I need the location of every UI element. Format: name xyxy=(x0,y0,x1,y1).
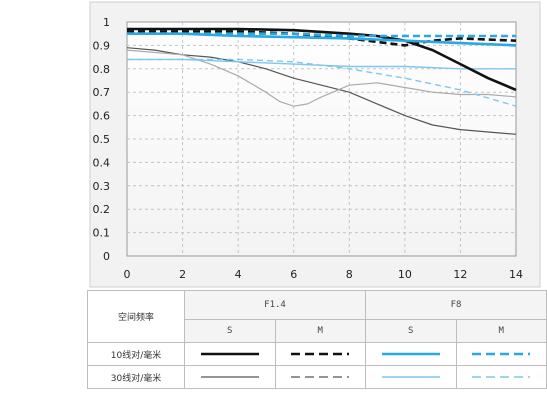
y-tick-label: 0.9 xyxy=(93,39,111,52)
x-tick-label: 4 xyxy=(235,268,242,281)
legend-sample xyxy=(455,342,547,366)
legend-sample xyxy=(274,342,366,366)
series-layer xyxy=(126,27,517,135)
legend-line-sample xyxy=(291,352,350,356)
legend-row-label: 30线对/毫米 xyxy=(87,365,185,389)
legend-table: 空间频率 F1.4 F8 S M S M 10线对/毫米 30线对/毫米 xyxy=(87,290,547,389)
chart-svg: 00.10.20.30.40.50.60.70.80.910 2 4 6 8 10 12 14 xyxy=(89,1,541,288)
y-tick-label: 0.7 xyxy=(93,86,111,99)
y-tick-label: 0.1 xyxy=(93,227,111,240)
x-tick-label: 12 xyxy=(453,268,467,281)
tick-labels: 00.10.20.30.40.50.60.70.80.910 2 4 6 8 10 12 14 xyxy=(93,16,524,281)
legend-line-sample xyxy=(472,352,531,356)
series-line xyxy=(126,49,517,107)
x-tick-label: 8 xyxy=(346,268,353,281)
legend-line-sample xyxy=(200,376,259,378)
series-line xyxy=(127,32,517,47)
legend-sample xyxy=(184,365,276,389)
series-line xyxy=(127,58,517,107)
legend-sub-s: S xyxy=(184,319,276,343)
legend-line-sample xyxy=(381,376,440,378)
x-tick-label: 2 xyxy=(179,268,186,281)
legend-group-f14: F1.4 xyxy=(184,290,366,320)
x-tick-label: 10 xyxy=(398,268,412,281)
y-tick-label: 1 xyxy=(103,16,110,29)
y-tick-label: 0.6 xyxy=(93,110,111,123)
y-tick-label: 0 xyxy=(103,250,110,263)
y-tick-label: 0.3 xyxy=(93,180,111,193)
x-tick-label: 6 xyxy=(290,268,297,281)
mtf-chart: 0 0.1 0.2 0.3 0.4 0.5 0.6 0.7 0.8 0.9 1 0 2 4 6 8 10 12 14 xyxy=(89,1,541,288)
legend-line-sample xyxy=(200,352,259,356)
legend-sample xyxy=(365,342,457,366)
legend-sample xyxy=(455,365,547,389)
legend-sub-m: M xyxy=(455,319,547,343)
y-tick-label: 0.4 xyxy=(93,156,111,169)
y-tick-label: 0.2 xyxy=(93,203,111,216)
legend-line-sample xyxy=(291,376,350,378)
series-line xyxy=(127,27,517,92)
x-tick-label: 14 xyxy=(509,268,523,281)
legend-line-sample xyxy=(472,376,531,378)
legend-sub-m: M xyxy=(274,319,366,343)
x-tick-label: 0 xyxy=(124,268,131,281)
y-tick-label: 0.5 xyxy=(93,133,111,146)
legend-sample xyxy=(365,365,457,389)
legend-line-sample xyxy=(381,352,440,356)
y-tick-label: 0.8 xyxy=(93,63,111,76)
series-line xyxy=(127,32,516,38)
legend-sample xyxy=(184,342,276,366)
legend-sample xyxy=(274,365,366,389)
legend-row-label: 10线对/毫米 xyxy=(87,342,185,366)
legend-corner-label: 空间频率 xyxy=(87,290,185,343)
series-line xyxy=(126,47,517,135)
legend-sub-s: S xyxy=(365,319,457,343)
legend-group-f8: F8 xyxy=(365,290,547,320)
